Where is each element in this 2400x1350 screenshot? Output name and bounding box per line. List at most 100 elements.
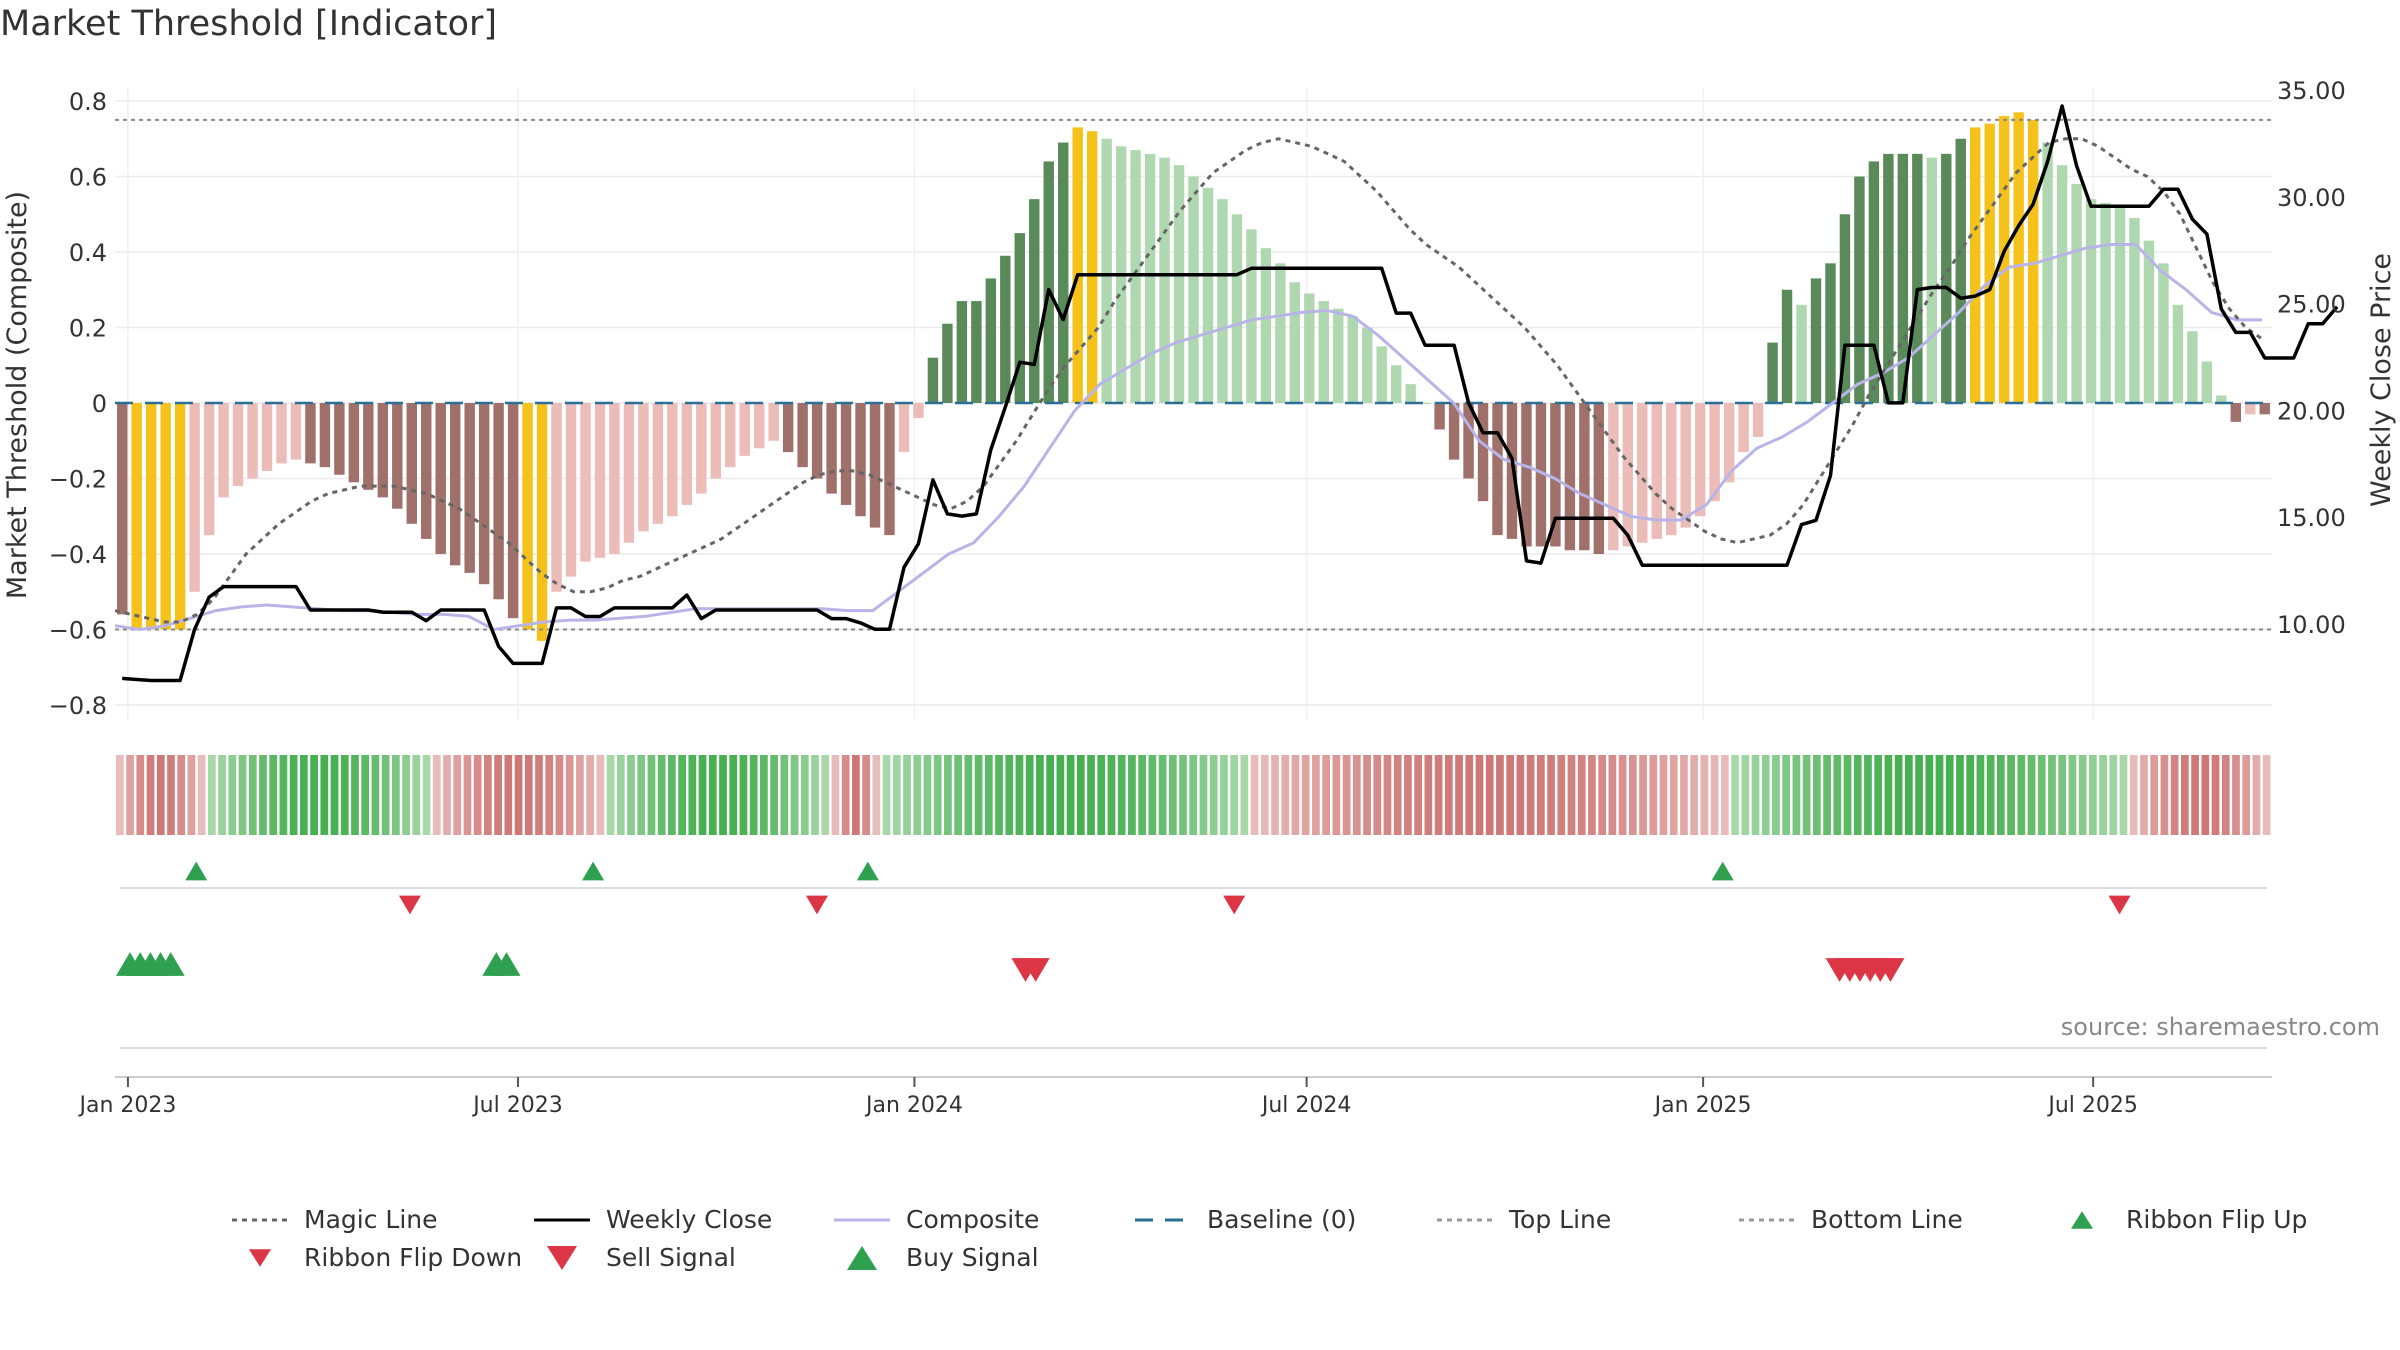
y-tick-label-left: −0.6 <box>49 617 107 645</box>
histogram-bar <box>1246 229 1257 403</box>
histogram-bar <box>1781 289 1793 403</box>
ribbon-cell <box>197 755 206 835</box>
histogram-bar <box>739 403 750 456</box>
ribbon-cell <box>933 755 942 835</box>
histogram-bar <box>1057 142 1069 403</box>
histogram-bar <box>2071 184 2082 403</box>
ribbon-cell <box>2037 755 2046 835</box>
y-tick-label-left: 0.8 <box>69 88 107 116</box>
ribbon-cell <box>1291 755 1300 835</box>
ribbon-cell <box>1046 755 1054 835</box>
histogram-bar <box>1897 153 1909 403</box>
ribbon-cell <box>688 755 697 835</box>
histogram-bar <box>1608 403 1619 551</box>
histogram-bar <box>942 323 953 403</box>
legend-item: Ribbon Flip Up <box>2052 1205 2307 1234</box>
histogram-bar <box>2158 263 2169 403</box>
ribbon-cell <box>1393 755 1402 835</box>
ribbon-cell <box>524 755 533 835</box>
ribbon-cell <box>2027 755 2036 835</box>
ribbon-cell <box>545 755 554 835</box>
histogram-bar <box>782 403 794 453</box>
ribbon-cell <box>1823 755 1831 835</box>
ribbon-cell <box>1884 755 1893 835</box>
y-tick-label-left: −0.2 <box>49 466 107 494</box>
histogram-bar <box>493 403 504 600</box>
legend-item: Bottom Line <box>1737 1205 1963 1234</box>
ribbon-cell <box>2048 755 2056 835</box>
legend-label: Buy Signal <box>906 1243 1039 1272</box>
ribbon-cell <box>596 755 605 835</box>
histogram-bar <box>117 403 128 615</box>
ribbon-cell <box>729 755 738 835</box>
ribbon-cell <box>2232 755 2240 835</box>
histogram-bar <box>565 403 577 577</box>
ribbon-cell <box>1107 755 1116 835</box>
ribbon-cell <box>1404 755 1412 835</box>
histogram-bar <box>927 357 939 403</box>
ribbon-cell <box>1526 755 1535 835</box>
y-tick-label-right: 35.00 <box>2277 77 2346 105</box>
ribbon-cell <box>381 755 390 835</box>
histogram-bar <box>696 403 707 494</box>
histogram-bar <box>232 403 244 487</box>
ribbon-cell <box>1812 755 1821 835</box>
ribbon-cell <box>831 755 840 835</box>
ribbon-cell <box>760 755 768 835</box>
y-tick-label-right: 20.00 <box>2277 397 2346 425</box>
ribbon-cell <box>892 755 901 835</box>
ribbon-cell <box>1209 755 1218 835</box>
ribbon-cell <box>2150 755 2159 835</box>
histogram-bar <box>1723 403 1735 483</box>
histogram-bar <box>305 403 316 464</box>
ribbon-cell <box>1628 755 1637 835</box>
ribbon-cell <box>1996 755 2005 835</box>
ribbon-cell <box>1833 755 1842 835</box>
ribbon-cell <box>1260 755 1269 835</box>
ribbon-cell <box>1138 755 1146 835</box>
histogram-bar <box>1810 278 1822 403</box>
histogram-bar <box>2187 331 2198 403</box>
ribbon-cell <box>790 755 799 835</box>
ribbon-cell <box>668 755 676 835</box>
ribbon-cell <box>678 755 686 835</box>
ribbon-cell <box>2058 755 2067 835</box>
ribbon-cell <box>586 755 594 835</box>
ribbon-cell <box>1189 755 1198 835</box>
ribbon-cell <box>1904 755 1913 835</box>
ribbon-cell <box>248 755 257 835</box>
histogram-bar <box>913 403 924 419</box>
ribbon-cell <box>1680 755 1688 835</box>
histogram-bar <box>1796 304 1807 403</box>
ribbon-cell <box>2099 755 2107 835</box>
histogram-bar <box>435 403 446 554</box>
ribbon-cell <box>1720 755 1729 835</box>
histogram-bar <box>507 403 519 619</box>
ribbon-cell <box>1925 755 1934 835</box>
ribbon-cell <box>126 755 134 835</box>
legend-item: Magic Line <box>230 1205 438 1234</box>
ribbon-cell <box>1168 755 1177 835</box>
ribbon-cell <box>1731 755 1739 835</box>
histogram-bar <box>1506 403 1518 539</box>
ribbon-cell <box>238 755 247 835</box>
histogram-bar <box>1535 403 1547 547</box>
legend-item: Baseline (0) <box>1133 1205 1356 1234</box>
histogram-bar <box>811 403 823 479</box>
histogram-bar <box>638 403 649 532</box>
ribbon-cell <box>187 755 196 835</box>
histogram-bar <box>1434 403 1445 430</box>
ribbon-cell <box>1966 755 1975 835</box>
ribbon-cell <box>1843 755 1852 835</box>
histogram-bar <box>1347 316 1358 403</box>
ribbon-cell <box>402 755 410 835</box>
ribbon-cell <box>913 755 922 835</box>
legend-item: Composite <box>832 1205 1039 1234</box>
ribbon-cell <box>1220 755 1228 835</box>
histogram-bar <box>1362 327 1373 403</box>
histogram-bar <box>290 403 302 460</box>
ribbon-cell <box>1915 755 1923 835</box>
ribbon-cell <box>136 755 145 835</box>
ribbon-cell <box>780 755 789 835</box>
triangle-up-large-icon <box>847 1245 877 1270</box>
